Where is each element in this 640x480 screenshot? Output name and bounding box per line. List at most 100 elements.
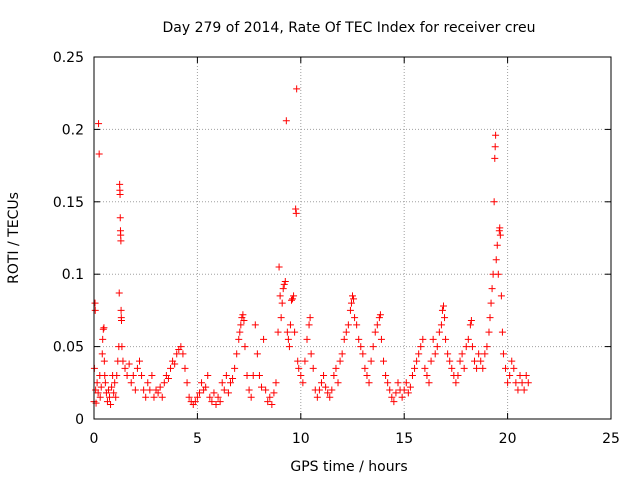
data-point xyxy=(493,241,501,249)
data-point xyxy=(394,379,402,387)
data-point xyxy=(499,350,507,358)
data-point xyxy=(367,357,375,365)
data-point xyxy=(431,350,439,358)
data-point xyxy=(468,343,476,351)
data-point xyxy=(118,317,126,325)
data-point xyxy=(276,292,284,300)
data-point xyxy=(441,314,449,322)
data-point xyxy=(177,343,185,351)
data-point xyxy=(91,299,99,307)
data-point xyxy=(522,372,530,380)
data-point xyxy=(281,277,289,285)
data-point xyxy=(386,386,394,394)
data-point xyxy=(233,350,241,358)
data-point xyxy=(444,350,452,358)
data-point xyxy=(448,364,456,372)
data-point xyxy=(486,314,494,322)
data-point xyxy=(218,379,226,387)
data-point xyxy=(101,372,109,380)
data-point xyxy=(113,372,121,380)
data-point xyxy=(115,289,123,297)
data-point xyxy=(286,321,294,329)
data-point xyxy=(380,357,388,365)
data-point xyxy=(518,379,526,387)
data-point xyxy=(138,372,146,380)
data-point xyxy=(307,350,315,358)
data-point xyxy=(101,379,109,387)
data-point xyxy=(117,237,125,245)
data-point xyxy=(351,314,359,322)
data-point xyxy=(231,364,239,372)
data-point xyxy=(404,389,412,397)
data-point xyxy=(301,357,309,365)
data-point xyxy=(249,372,257,380)
data-point xyxy=(473,364,481,372)
data-point xyxy=(292,209,300,217)
data-point xyxy=(342,328,350,336)
data-point xyxy=(274,328,282,336)
data-point xyxy=(419,335,427,343)
data-point xyxy=(167,364,175,372)
y-tick-label: 0.1 xyxy=(62,267,84,283)
data-point xyxy=(413,357,421,365)
data-point xyxy=(135,357,143,365)
data-point xyxy=(191,398,199,406)
data-point xyxy=(123,372,131,380)
data-point xyxy=(303,335,311,343)
data-point xyxy=(415,350,423,358)
data-point xyxy=(439,302,447,310)
x-tick-label: 5 xyxy=(193,431,202,447)
data-point xyxy=(289,295,297,303)
data-point xyxy=(142,393,150,401)
data-point xyxy=(280,280,288,288)
data-point xyxy=(226,379,234,387)
data-point xyxy=(292,205,300,213)
data-point xyxy=(353,321,361,329)
data-point xyxy=(322,383,330,391)
data-point xyxy=(491,143,499,151)
data-point xyxy=(131,386,139,394)
data-point xyxy=(106,393,114,401)
data-point xyxy=(363,372,371,380)
data-point xyxy=(108,383,116,391)
data-point xyxy=(417,343,425,351)
data-point xyxy=(437,321,445,329)
data-point xyxy=(171,360,179,368)
data-point xyxy=(243,372,251,380)
data-point xyxy=(272,379,280,387)
data-point xyxy=(336,357,344,365)
data-point xyxy=(309,364,317,372)
data-point xyxy=(376,311,384,319)
data-point xyxy=(275,263,283,271)
data-point xyxy=(349,292,356,300)
data-point xyxy=(477,357,485,365)
data-point xyxy=(285,343,293,351)
data-point xyxy=(268,401,276,409)
data-point xyxy=(95,120,103,128)
plot-frame xyxy=(93,56,612,420)
data-point xyxy=(185,393,193,401)
data-point xyxy=(97,383,105,391)
data-point xyxy=(328,386,336,394)
data-point xyxy=(282,117,290,125)
data-point xyxy=(506,372,514,380)
data-point xyxy=(241,343,249,351)
data-point xyxy=(214,393,222,401)
data-point xyxy=(464,335,472,343)
data-point xyxy=(119,357,127,365)
data-point xyxy=(99,335,107,343)
data-point xyxy=(116,214,124,222)
data-point xyxy=(117,306,125,314)
data-point xyxy=(150,393,158,401)
data-point xyxy=(245,386,253,394)
data-point xyxy=(496,224,504,232)
data-point xyxy=(320,372,328,380)
data-point xyxy=(220,386,228,394)
data-point xyxy=(204,372,212,380)
data-point xyxy=(446,357,454,365)
data-point xyxy=(103,398,111,406)
data-point xyxy=(504,379,512,387)
data-point xyxy=(236,328,244,336)
data-point xyxy=(107,401,115,409)
